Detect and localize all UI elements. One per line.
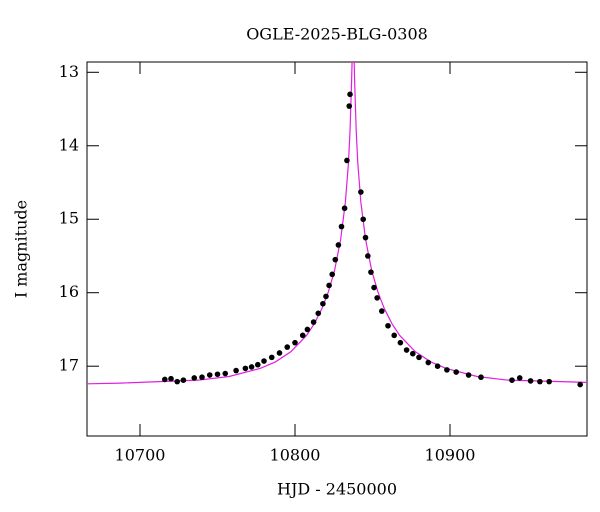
data-point (403, 347, 410, 353)
data-point (453, 369, 459, 375)
data-point (341, 205, 348, 212)
data-point (320, 300, 326, 307)
x-tick-label: 10700 (115, 446, 166, 465)
data-point (368, 269, 374, 275)
data-point (261, 358, 267, 364)
data-point (378, 308, 385, 314)
data-point (509, 377, 515, 383)
data-point (315, 310, 322, 317)
data-point (199, 374, 205, 381)
data-point (248, 364, 255, 370)
data-point (397, 339, 404, 346)
data-point (233, 367, 239, 374)
data-point (374, 295, 380, 301)
data-point (214, 371, 221, 378)
data-point (180, 377, 187, 383)
data-point (465, 372, 472, 378)
data-point (358, 189, 364, 195)
data-point (347, 91, 353, 98)
y-tick-label: 14 (59, 135, 79, 154)
data-point (365, 253, 371, 259)
x-tick-label: 10900 (425, 446, 476, 465)
data-point (254, 361, 261, 368)
data-point (242, 365, 249, 372)
plot-area (87, 62, 587, 388)
data-point (222, 370, 229, 377)
data-point (299, 332, 306, 339)
data-point (206, 372, 213, 378)
data-point (577, 381, 583, 388)
x-axis-label: HJD - 2450000 (277, 480, 397, 499)
chart-title: OGLE-2025-BLG-0308 (246, 25, 428, 44)
y-axis-label: I magnitude (12, 200, 31, 298)
data-point (344, 157, 350, 164)
data-point (516, 375, 523, 381)
data-point (409, 350, 416, 357)
data-point (304, 326, 311, 333)
data-point (346, 103, 353, 109)
y-tick-label: 15 (59, 209, 79, 228)
data-point (332, 256, 339, 263)
data-point (362, 234, 369, 241)
data-point (478, 374, 484, 381)
data-point (546, 378, 552, 385)
y-tick-label: 16 (59, 282, 79, 301)
data-point (276, 350, 283, 356)
model-curve (87, 62, 587, 385)
data-point (537, 378, 543, 385)
y-tick-label: 17 (59, 356, 79, 375)
data-point (174, 378, 181, 385)
data-point (416, 354, 422, 361)
data-point (444, 367, 450, 373)
data-point (268, 354, 275, 361)
data-point (527, 378, 534, 384)
x-tick-label: 10800 (270, 446, 321, 465)
data-point (391, 332, 397, 339)
data-point (292, 339, 298, 346)
data-point (329, 271, 335, 278)
data-point (323, 293, 329, 300)
data-point (425, 359, 432, 366)
y-tick-label: 13 (59, 62, 79, 81)
data-point (338, 223, 345, 230)
data-point (191, 375, 198, 381)
data-point (335, 242, 342, 248)
data-point (385, 322, 391, 329)
data-point (434, 363, 441, 369)
data-point (326, 282, 332, 289)
plot-frame (86, 61, 588, 437)
data-point (360, 216, 366, 223)
data-point (284, 344, 291, 350)
data-point (168, 375, 174, 382)
data-point (371, 284, 377, 291)
data-point (162, 376, 168, 383)
data-point (310, 319, 317, 325)
